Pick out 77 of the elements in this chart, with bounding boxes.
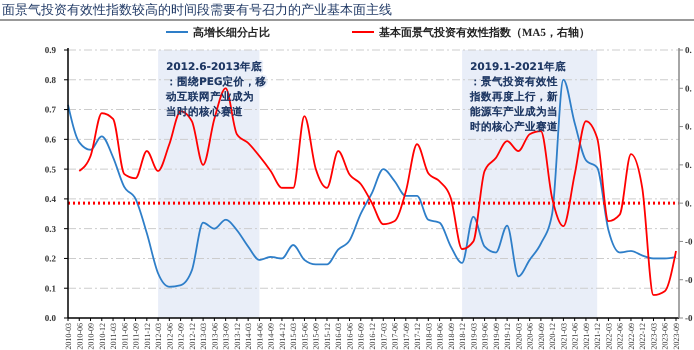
x-tick-label: 2010-06 [75, 323, 84, 350]
x-tick-label: 2020-12 [548, 323, 558, 350]
x-tick-label: 2019-06 [480, 323, 490, 350]
y-tick-label: 0.7 [44, 104, 56, 115]
x-tick-label: 2022-09 [626, 323, 636, 350]
y-tick-label: 0.6 [44, 134, 56, 144]
x-tick-label: 2012-09 [176, 323, 186, 350]
y2-tick-label: -0 [685, 274, 693, 285]
x-tick-label: 2019-03 [469, 323, 478, 350]
y-tick-label: 0.2 [44, 254, 56, 264]
x-tick-label: 2013-12 [232, 323, 242, 350]
x-tick-label: 2016-09 [356, 323, 366, 350]
x-tick-label: 2014-03 [244, 323, 254, 350]
x-tick-label: 2013-06 [210, 323, 220, 350]
legend-label: 高增长细分占比 [193, 26, 270, 39]
x-tick-label: 2011-06 [120, 323, 130, 350]
x-tick-label: 2019-12 [503, 323, 512, 350]
x-tick-label: 2018-12 [458, 323, 468, 350]
x-tick-label: 2020-03 [514, 323, 524, 350]
x-tick-label: 2014-09 [266, 323, 276, 350]
x-tick-label: 2015-06 [300, 323, 310, 350]
x-tick-label: 2015-03 [289, 323, 298, 350]
x-tick-label: 2018-03 [424, 323, 434, 350]
x-tick-label: 2014-12 [278, 323, 287, 350]
y2-tick-label: -0 [685, 236, 693, 247]
y-tick-label: 0.3 [44, 224, 56, 234]
x-tick-label: 2010-12 [98, 323, 107, 350]
y-tick-label: 0.4 [44, 194, 56, 204]
chart-title: 面景气投资有效性指数较高的时间段需要有号召力的产业基本面主线 [2, 2, 392, 18]
x-tick-label: 2013-03 [199, 323, 208, 350]
y2-tick-label: 0. [685, 83, 692, 94]
x-tick-label: 2010-03 [64, 323, 73, 350]
x-tick-label: 2014-06 [255, 323, 264, 350]
y-tick-label: 0.9 [44, 45, 56, 56]
x-tick-label: 2016-12 [368, 323, 377, 350]
x-tick-label: 2022-06 [616, 323, 625, 350]
x-tick-label: 2012-03 [154, 323, 164, 350]
y2-tick-label: 0. [685, 122, 692, 132]
x-tick-label: 2018-06 [436, 323, 445, 350]
x-tick-label: 2017-06 [390, 323, 400, 350]
x-tick-label: 2011-12 [142, 323, 152, 350]
band-label: 2019.1-2021年底：景气投资有效性指数再度上行，新能源车产业成为当时的核心产业赛道 [469, 60, 566, 133]
y2-tick-label: 0. [685, 160, 692, 170]
x-tick-label: 2019-09 [492, 323, 501, 350]
x-tick-label: 2017-12 [413, 323, 422, 350]
x-tick-label: 2017-09 [402, 323, 411, 350]
x-tick-label: 2023-03 [649, 323, 658, 350]
x-tick-label: 2021-06 [570, 323, 580, 350]
x-tick-label: 2022-03 [604, 323, 614, 350]
x-tick-label: 2015-09 [312, 323, 321, 350]
y-tick-label: 0.8 [44, 74, 56, 85]
x-tick-label: 2013-09 [222, 323, 231, 350]
y-tick-label: 0.0 [44, 313, 56, 324]
x-tick-label: 2016-06 [345, 323, 354, 350]
x-tick-label: 2016-03 [334, 323, 344, 350]
y2-tick-label: 0. [685, 45, 692, 56]
x-tick-label: 2021-03 [559, 323, 568, 350]
x-tick-label: 2018-09 [446, 323, 456, 350]
x-tick-label: 2021-12 [593, 323, 602, 350]
x-tick-label: 2021-09 [582, 323, 591, 350]
y-tick-label: 0.1 [44, 283, 56, 294]
x-tick-label: 2011-09 [132, 323, 141, 350]
legend-label: 基本面景气投资有效性指数（MA5，右轴） [378, 26, 590, 39]
x-tick-label: 2010-09 [86, 323, 96, 350]
y-tick-label: 0.5 [44, 164, 56, 174]
x-tick-label: 2011-03 [109, 323, 118, 350]
y2-tick-label: -0 [685, 313, 693, 324]
x-tick-label: 2023-06 [660, 323, 670, 350]
x-tick-label: 2012-06 [165, 323, 174, 350]
x-tick-label: 2015-12 [322, 323, 332, 350]
x-tick-label: 2020-09 [536, 323, 546, 350]
x-tick-label: 2012-12 [188, 323, 197, 350]
x-tick-label: 2017-03 [379, 323, 388, 350]
y2-tick-label: 0. [685, 198, 692, 208]
x-tick-label: 2020-06 [526, 323, 535, 350]
x-tick-label: 2022-12 [638, 323, 648, 350]
x-tick-label: 2023-09 [672, 323, 681, 350]
